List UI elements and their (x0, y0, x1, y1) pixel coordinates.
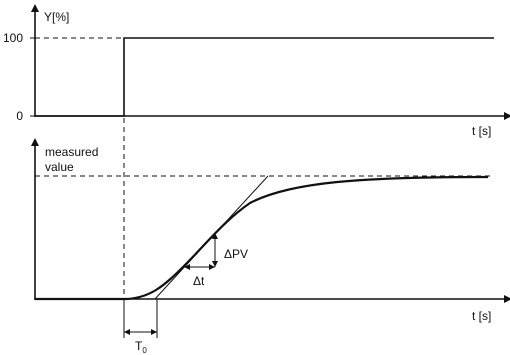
bottom-x-axis-label: t [s] (472, 309, 491, 323)
delta-pv-label: ΔPV (224, 247, 248, 261)
top-plot: Y[%] 100 0 t [s] (3, 4, 510, 138)
bottom-y-axis-label-line1: measured (45, 145, 98, 159)
top-tick-label-0: 0 (16, 109, 23, 123)
dead-time-label: T0 (135, 339, 147, 355)
delta-t-label: Δt (193, 274, 205, 288)
top-x-axis-label: t [s] (472, 124, 491, 138)
bottom-y-axis-label-line2: value (45, 160, 74, 174)
step-input-signal (35, 37, 494, 117)
bottom-plot: ΔPV Δt T0 measured value t [s] (31, 138, 510, 355)
top-y-axis-label: Y[%] (44, 10, 69, 24)
process-response-curve (35, 175, 489, 301)
top-tick-label-100: 100 (3, 31, 23, 45)
dead-time-subscript: 0 (142, 346, 147, 355)
